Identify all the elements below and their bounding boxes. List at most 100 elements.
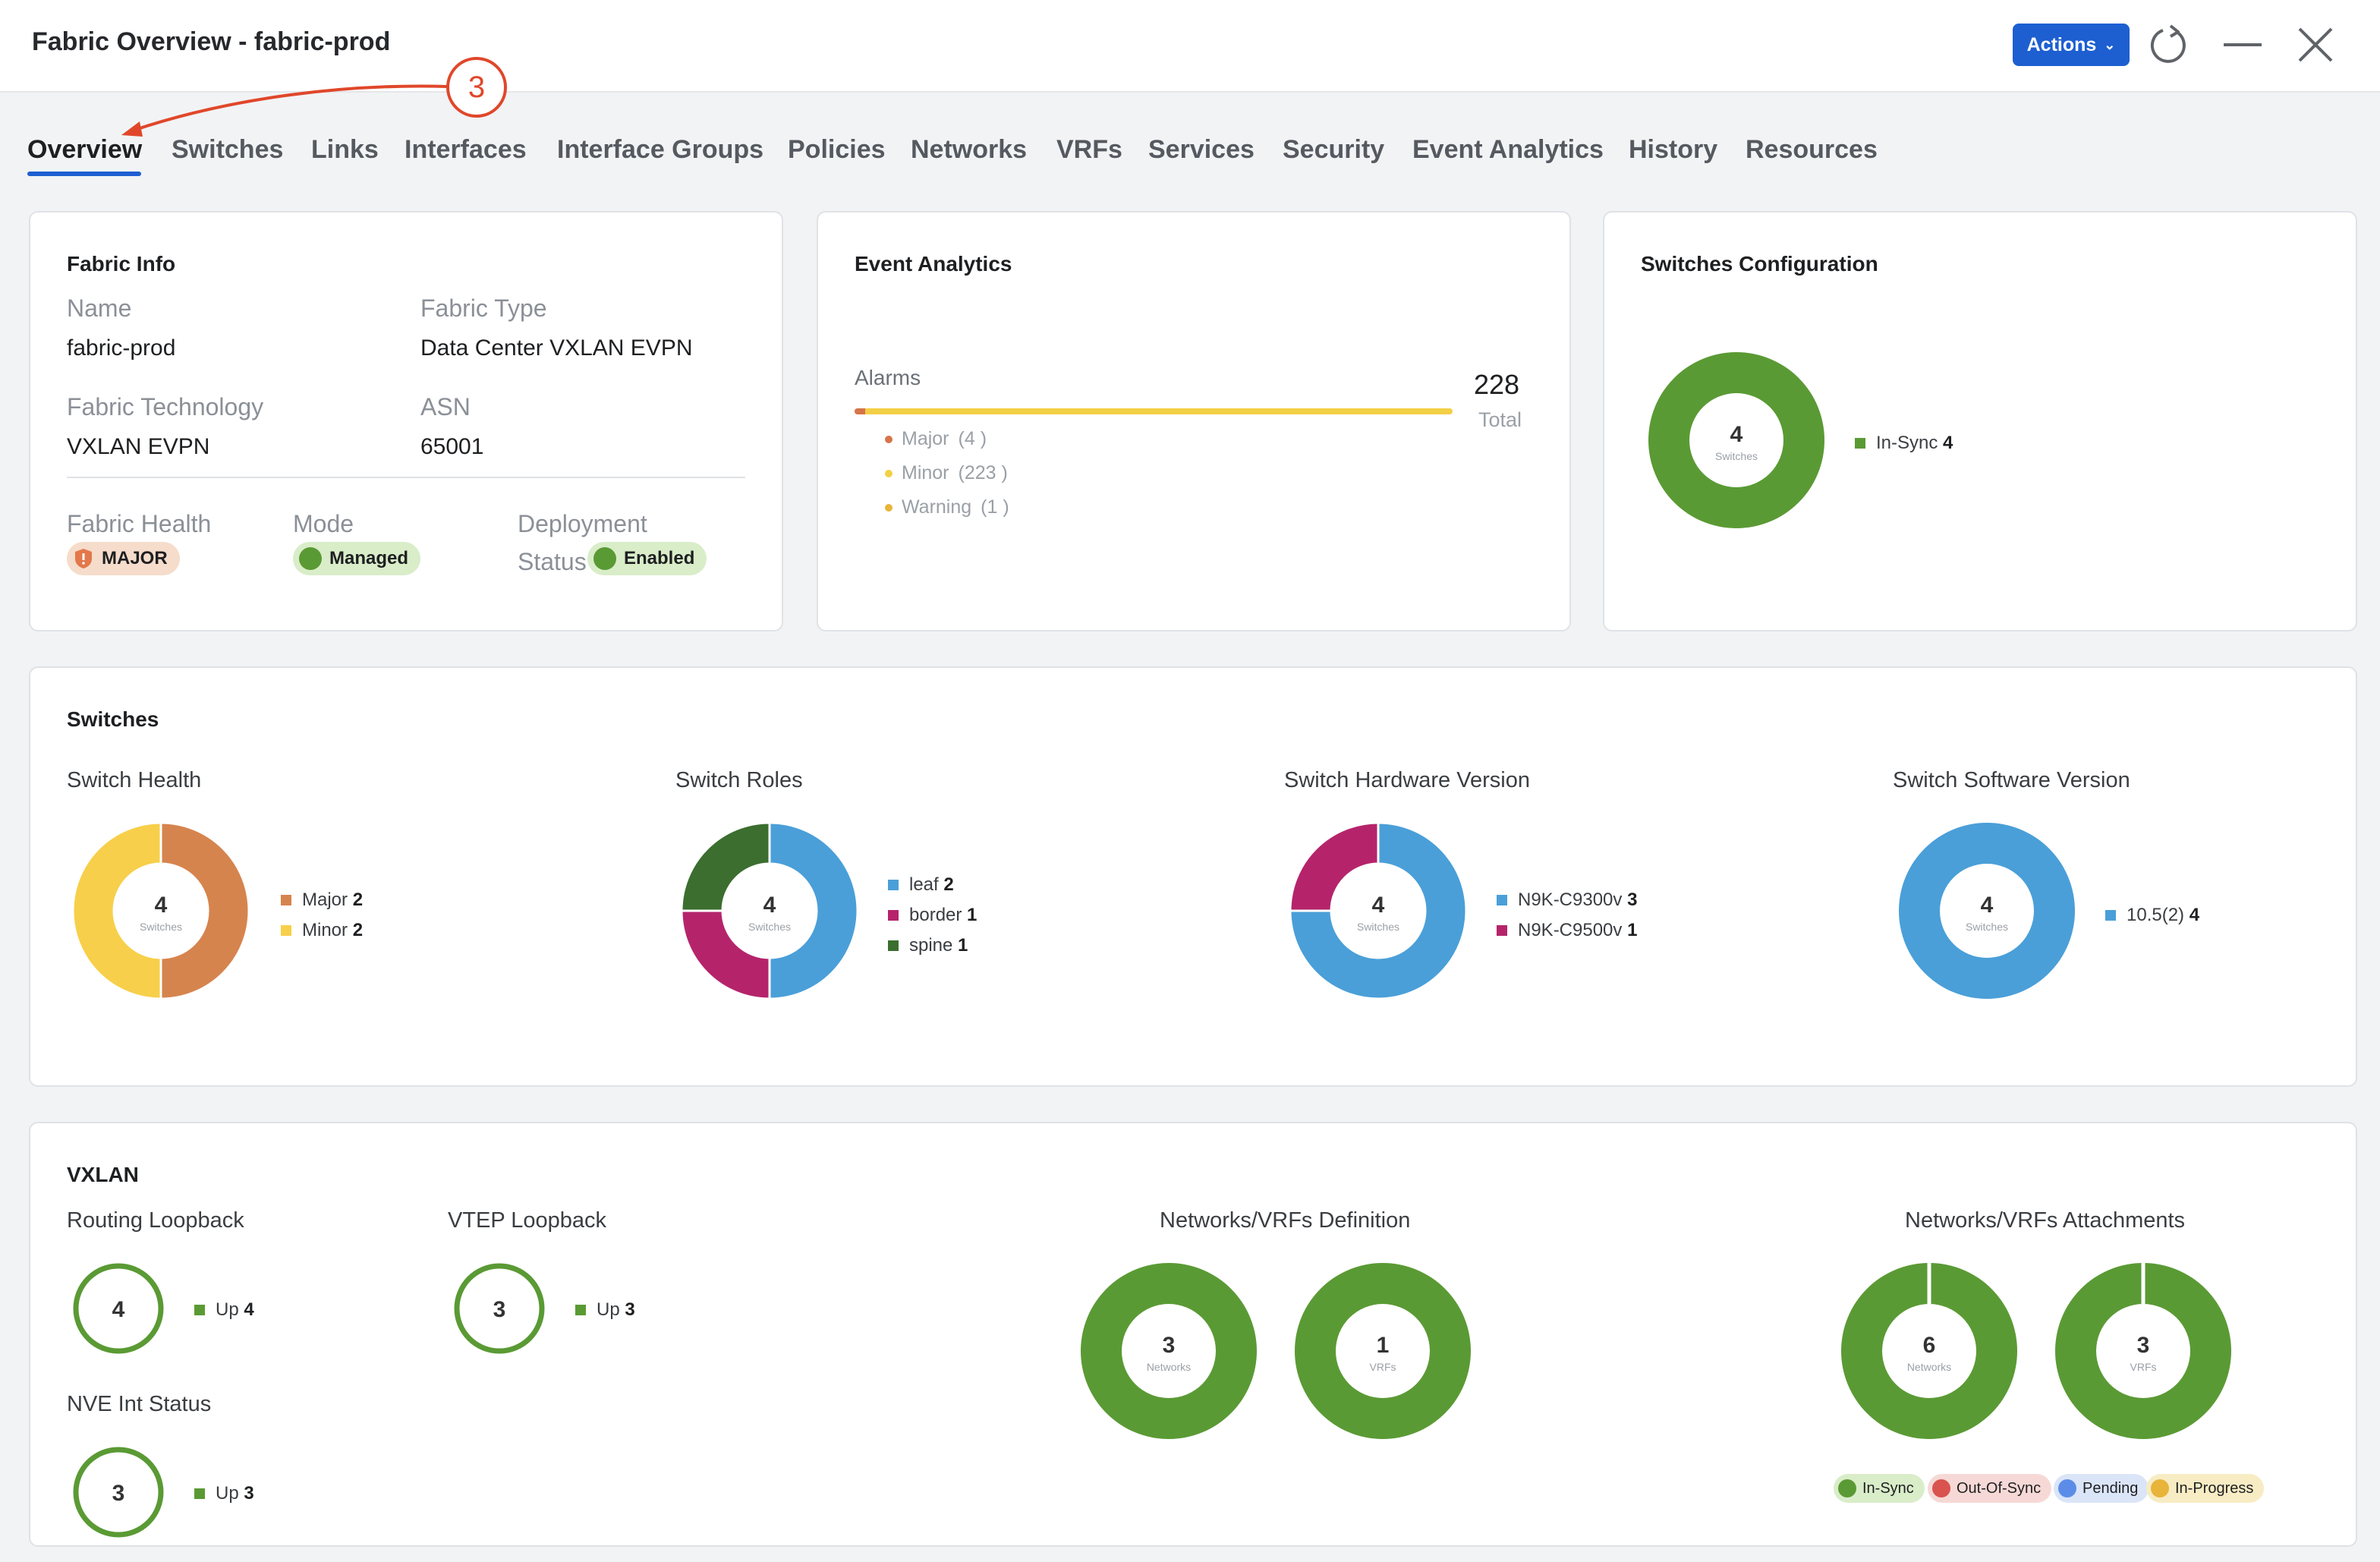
attachments-networks-donut: 6 Networks	[1841, 1261, 2017, 1439]
legend-value: 2	[352, 920, 364, 940]
mode-badge: Managed	[293, 542, 421, 575]
legend-label: border	[909, 905, 962, 925]
status-dot-icon	[2151, 1479, 2169, 1497]
donut-slice-vrfs	[2055, 1263, 2231, 1439]
legend-value: 2	[352, 890, 364, 910]
switch-roles-donut: 4 Switches	[680, 821, 859, 1000]
refresh-icon[interactable]	[2145, 21, 2192, 68]
legend-n9k-c9300v: N9K-C9300v 3	[1497, 890, 1637, 911]
legend-swatch	[888, 910, 899, 921]
fabric-health-label: Fabric Health	[67, 510, 212, 537]
status-label: Pending	[2082, 1479, 2139, 1497]
legend-label: N9K-C9500v	[1518, 920, 1623, 940]
status-dot-icon	[2058, 1479, 2076, 1497]
switches-card	[29, 666, 2357, 1087]
status-dot-icon	[299, 547, 322, 570]
alarm-major-label: Major	[902, 428, 949, 449]
donut-center-unit: Networks	[1907, 1361, 1951, 1373]
fabric-type-value: Data Center VXLAN EVPN	[420, 335, 693, 361]
status-pending: Pending	[2054, 1474, 2149, 1503]
nve-int-status-ring: 3	[73, 1447, 164, 1538]
legend-label: Up	[216, 1299, 239, 1320]
legend-value: 2	[943, 874, 954, 895]
status-label: In-Sync	[1862, 1479, 1914, 1497]
divider	[67, 477, 745, 478]
alarms-bar	[855, 408, 1453, 414]
donut-center-unit: Switches	[748, 921, 791, 933]
minimize-icon[interactable]	[2219, 21, 2266, 68]
switch-health-title: Switch Health	[67, 768, 202, 792]
tab-switches[interactable]: Switches	[172, 135, 284, 164]
donut-center-value: 4	[1372, 893, 1385, 918]
switch-health-donut: 4 Switches	[71, 821, 250, 1000]
status-dot-icon	[1932, 1479, 1950, 1497]
alarms-total-label: Total	[1478, 408, 1522, 431]
fabric-technology-label: Fabric Technology	[67, 393, 264, 420]
tab-security[interactable]: Security	[1283, 135, 1385, 164]
legend-swatch	[2105, 910, 2116, 921]
event-analytics-title: Event Analytics	[855, 252, 1012, 276]
tab-policies[interactable]: Policies	[788, 135, 886, 164]
tab-vrfs[interactable]: VRFs	[1056, 135, 1122, 164]
close-icon[interactable]	[2292, 21, 2339, 68]
tab-interfaces[interactable]: Interfaces	[405, 135, 527, 164]
switches-configuration-card	[1603, 211, 2357, 631]
tab-services[interactable]: Services	[1148, 135, 1255, 164]
tab-resources[interactable]: Resources	[1746, 135, 1878, 164]
donut-center-value: 4	[763, 893, 776, 918]
donut-center-unit: Networks	[1147, 1361, 1191, 1373]
tab-networks[interactable]: Networks	[911, 135, 1028, 164]
donut-center-unit: VRFs	[1370, 1361, 1396, 1373]
legend-minor: Minor 2	[281, 920, 363, 941]
legend-swatch	[1855, 438, 1865, 449]
switch-hardware-title: Switch Hardware Version	[1284, 768, 1530, 792]
legend-value: 4	[1943, 433, 1953, 453]
legend-label: In-Sync	[1876, 433, 1938, 453]
switch-software-title: Switch Software Version	[1893, 768, 2130, 792]
legend-swatch	[1497, 925, 1507, 936]
alarm-minor-item: Minor (223 )	[885, 462, 1008, 484]
routing-loopback-title: Routing Loopback	[67, 1208, 244, 1233]
legend-swatch	[281, 895, 291, 905]
tab-interface-groups[interactable]: Interface Groups	[557, 135, 764, 164]
tab-overview[interactable]: Overview	[27, 135, 143, 164]
actions-button[interactable]: Actions ⌄	[2013, 24, 2130, 66]
switch-hardware-donut: 4 Switches	[1289, 821, 1468, 1000]
legend-swatch	[888, 940, 899, 951]
donut-slice-spine	[680, 821, 771, 912]
legend-value: 3	[1627, 890, 1638, 910]
legend-label: Major	[302, 890, 348, 910]
routing-loopback-value: 4	[112, 1297, 125, 1322]
donut-center-unit: Switches	[1966, 921, 2008, 933]
donut-slice-leaf	[768, 821, 859, 1000]
active-tab-indicator	[27, 172, 141, 176]
donut-slice-10-5-2-	[1899, 823, 2075, 999]
legend-vtep-up: Up 3	[575, 1299, 635, 1321]
networks-vrfs-definition-title: Networks/VRFs Definition	[1160, 1208, 1411, 1233]
legend-label: Up	[597, 1299, 620, 1320]
alarm-major-item: Major (4 )	[885, 428, 987, 450]
name-value: fabric-prod	[67, 335, 176, 361]
fabric-health-badge: MAJOR	[67, 542, 180, 575]
donut-slice-n9k-c9300v	[1289, 821, 1468, 1000]
tab-links[interactable]: Links	[311, 135, 379, 164]
event-analytics-card	[817, 211, 1571, 631]
tab-event-analytics[interactable]: Event Analytics	[1412, 135, 1604, 164]
donut-slice-major	[159, 821, 250, 1000]
legend-spine: spine 1	[888, 935, 968, 956]
legend-label: spine	[909, 935, 953, 956]
legend-major: Major 2	[281, 890, 363, 911]
legend-in-sync: In-Sync 4	[1855, 433, 1953, 454]
name-label: Name	[67, 294, 132, 322]
donut-slice-vrfs	[1295, 1263, 1471, 1439]
legend-label: Minor	[302, 920, 348, 940]
tab-history[interactable]: History	[1629, 135, 1718, 164]
deployment-label: Deployment	[518, 510, 647, 537]
legend-value: 1	[967, 905, 978, 925]
callout-arrow	[121, 84, 449, 137]
legend-border: border 1	[888, 905, 977, 926]
switches-title: Switches	[67, 707, 159, 731]
status-label: Out-Of-Sync	[1957, 1479, 2042, 1497]
step-callout: 3	[446, 57, 507, 118]
deployment-status-label: Status	[518, 548, 587, 575]
